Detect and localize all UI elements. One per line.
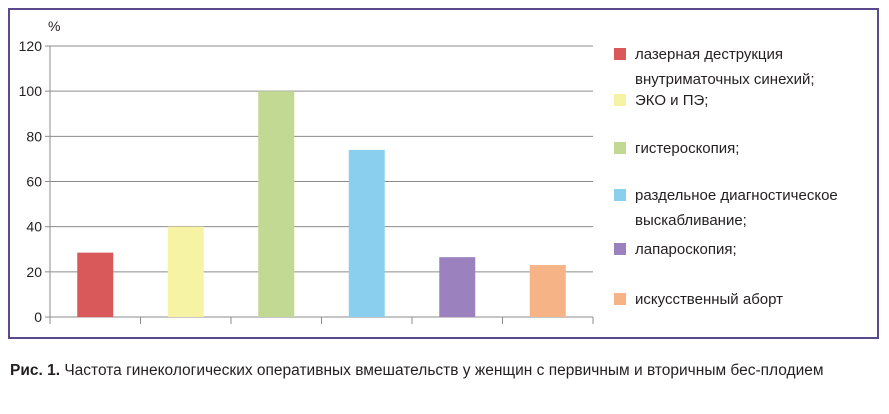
y-tick-label: 100 [19,83,43,99]
legend-swatch [614,189,626,201]
legend-label: лапароскопия; [635,241,737,258]
bars [77,91,566,318]
legend-label: раздельное диагностическое [635,187,838,204]
legend-label: гистероскопия; [635,140,739,157]
legend: лазерная деструкция внутриматочных синехи… [614,46,838,308]
y-axis-label: % [48,18,60,34]
bar-chart: 0 20 40 60 80 100 120 % лазерная деструкция вну… [19,18,838,325]
caption-text: Частота гинекологических оперативных вме… [64,362,824,379]
y-tick-label: 120 [19,38,43,54]
legend-label: внутриматочных синехий; [635,71,815,88]
bar [348,149,385,317]
chart-frame [8,8,879,339]
bar [529,265,566,317]
legend-swatch [614,243,626,255]
legend-swatch [614,94,626,106]
caption-label: Рис. 1. [10,362,61,379]
bar [167,226,204,317]
y-tick-label: 20 [26,264,42,280]
bar [258,91,295,318]
y-tick-label: 80 [26,128,42,144]
legend-swatch [614,48,626,60]
legend-label: ЭКО и ПЭ; [635,92,708,109]
legend-label: выскабливание; [635,212,747,229]
legend-label: искусственный аборт [635,291,783,308]
axes: 0 20 40 60 80 100 120 [19,38,594,325]
y-tick-label: 60 [26,174,42,190]
bar [77,252,114,317]
figure-caption: Рис. 1. Частота гинекологических операти… [10,360,880,381]
legend-swatch [614,293,626,305]
legend-label: лазерная деструкция [635,46,783,63]
bar [439,257,476,317]
y-tick-label: 0 [34,309,42,325]
gridlines [50,45,593,273]
legend-swatch [614,142,626,154]
y-tick-label: 40 [26,219,42,235]
